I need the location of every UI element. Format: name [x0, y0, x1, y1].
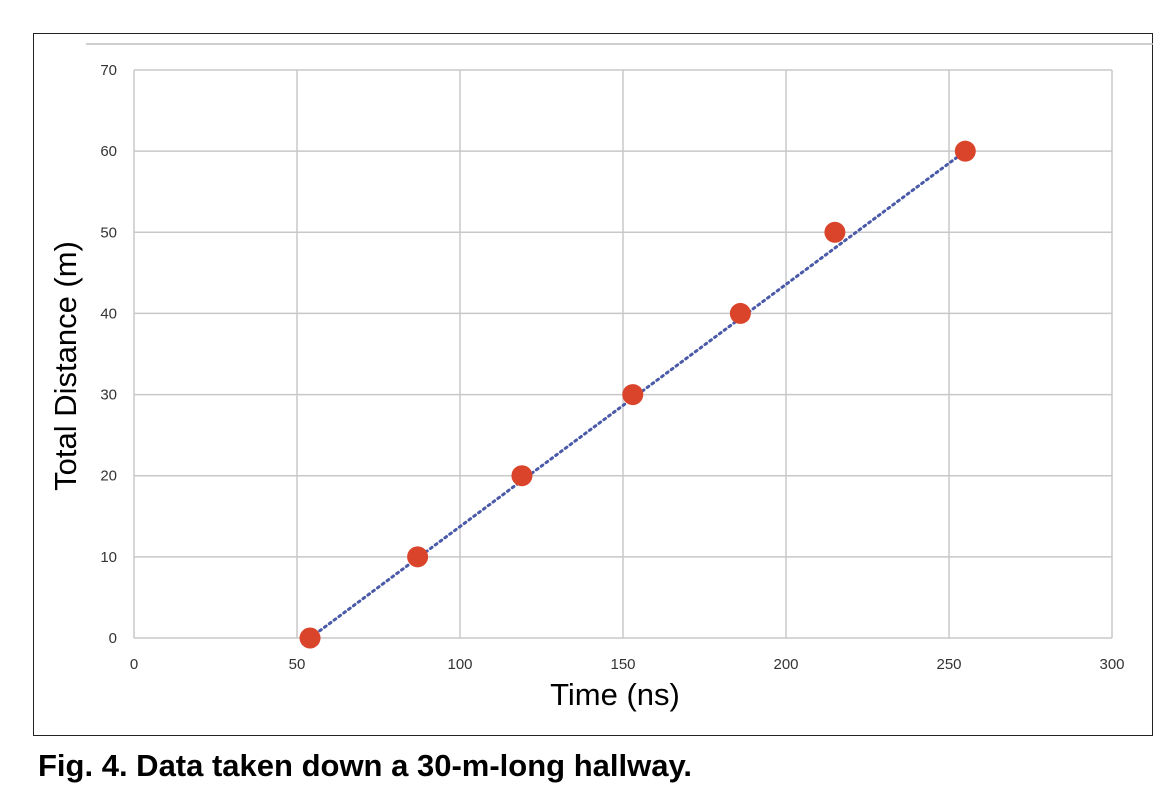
data-points [299, 140, 976, 649]
x-tick-label: 200 [773, 656, 798, 673]
data-point [954, 140, 976, 162]
x-tick-label: 250 [936, 656, 961, 673]
figure-frame [33, 33, 1153, 736]
data-point [729, 302, 751, 324]
x-tick-label: 0 [130, 656, 138, 673]
x-tick-label: 50 [289, 656, 306, 673]
data-point [824, 221, 846, 243]
data-point [511, 465, 533, 487]
y-axis-title: Total Distance (m) [48, 241, 83, 491]
x-tick-label: 150 [610, 656, 635, 673]
data-point [407, 546, 429, 568]
y-tick-label: 70 [100, 62, 117, 79]
data-point [622, 384, 644, 406]
x-tick-label: 100 [447, 656, 472, 673]
y-tick-label: 60 [100, 143, 117, 160]
x-tick-label: 300 [1099, 656, 1124, 673]
y-tick-label: 40 [100, 305, 117, 322]
y-tick-label: 10 [100, 549, 117, 566]
figure-caption: Fig. 4. Data taken down a 30-m-long hall… [38, 748, 692, 783]
data-point [299, 627, 321, 649]
x-axis-ticks: 0 50 100 150 200 250 300 [130, 656, 1125, 673]
chart: 0 50 100 150 200 250 300 0 10 20 30 40 50 60 70 Time … [48, 43, 1153, 712]
y-tick-label: 30 [100, 387, 117, 404]
y-tick-label: 0 [109, 630, 117, 647]
y-tick-label: 20 [100, 468, 117, 485]
y-tick-label: 50 [100, 224, 117, 241]
x-axis-title: Time (ns) [550, 677, 680, 712]
y-axis-ticks: 0 10 20 30 40 50 60 70 [100, 62, 117, 647]
